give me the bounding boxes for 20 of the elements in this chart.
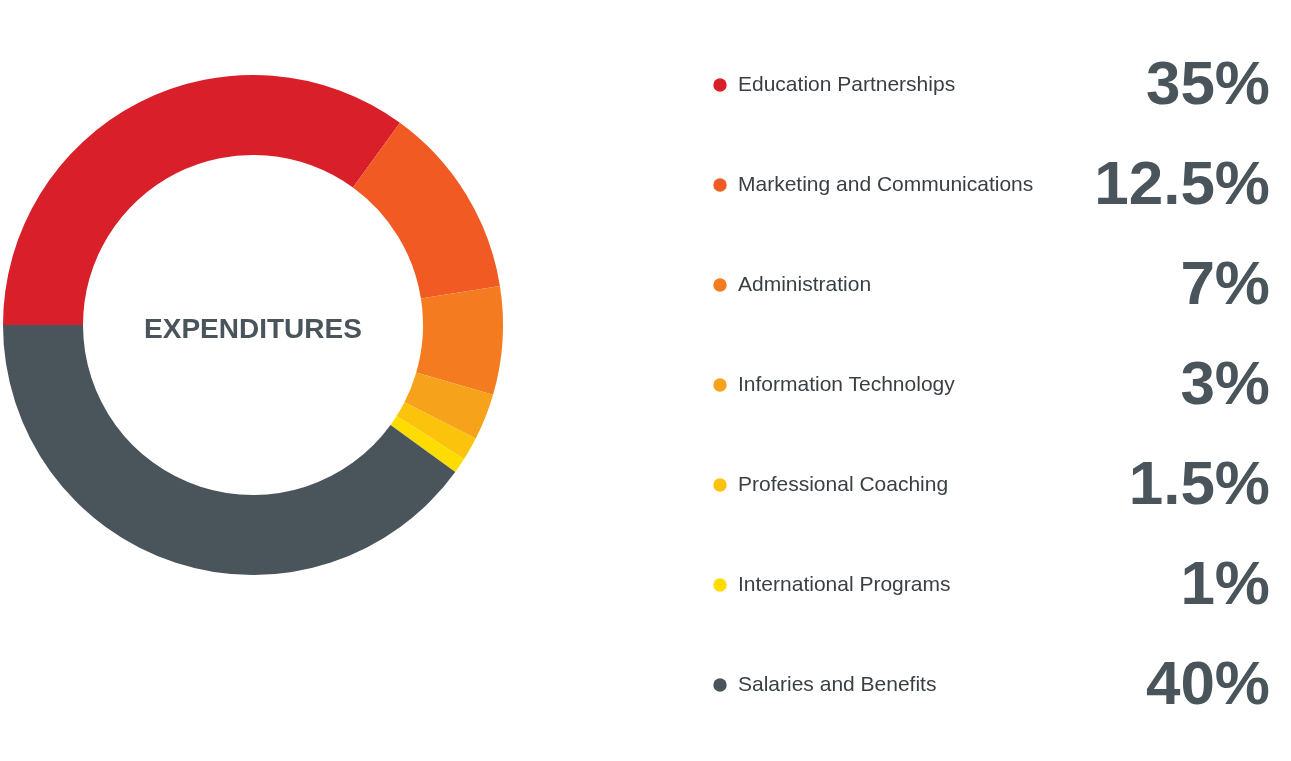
donut-slice <box>390 416 465 472</box>
legend-label: Information Technology <box>738 372 956 395</box>
legend-label: Salaries and Benefits <box>738 672 937 695</box>
legend-label: Education Partnerships <box>738 72 956 95</box>
data-label: 40% <box>1145 648 1270 717</box>
donut-slice <box>352 122 500 299</box>
text: EXPENDITURES <box>144 313 362 344</box>
data-label: 35% <box>1145 48 1270 117</box>
legend-label: Marketing and Communications <box>738 172 1034 195</box>
data-label: 3% <box>1180 348 1270 417</box>
donut-slice <box>416 285 503 395</box>
data-label: 12.5% <box>1094 148 1270 217</box>
data-label: 7% <box>1180 248 1270 317</box>
legend-label: Professional Coaching <box>738 472 949 495</box>
data-label: 1% <box>1180 548 1270 617</box>
donut-slice <box>404 372 494 439</box>
legend-label: Administration <box>738 272 872 295</box>
data-label: 1.5% <box>1128 448 1270 517</box>
legend-label: International Programs <box>738 572 951 595</box>
donut-slice <box>396 402 476 459</box>
